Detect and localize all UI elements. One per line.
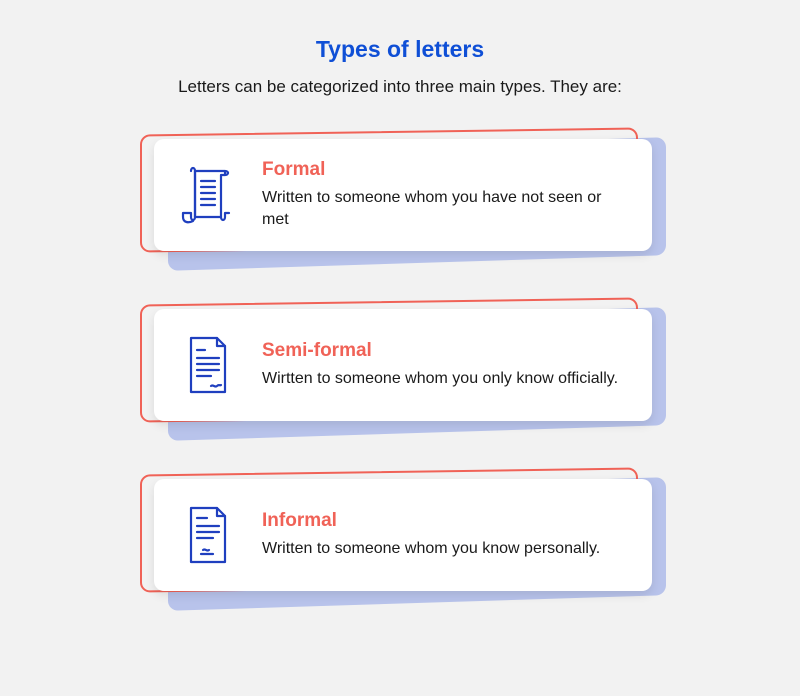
card-title: Semi-formal — [262, 340, 628, 362]
document-signed-icon — [178, 330, 238, 400]
card-body: Semi-formal Wirtten to someone whom you … — [154, 309, 652, 421]
card-formal: Formal Written to someone whom you have … — [140, 139, 660, 259]
card-title: Formal — [262, 159, 628, 181]
card-text: Semi-formal Wirtten to someone whom you … — [262, 340, 628, 390]
card-description: Wirtten to someone whom you only know of… — [262, 368, 628, 390]
page-subtitle: Letters can be categorized into three ma… — [178, 77, 622, 97]
card-body: Formal Written to someone whom you have … — [154, 139, 652, 251]
card-text: Informal Written to someone whom you kno… — [262, 510, 628, 560]
document-note-icon — [178, 500, 238, 570]
card-semi-formal: Semi-formal Wirtten to someone whom you … — [140, 309, 660, 429]
card-informal: Informal Written to someone whom you kno… — [140, 479, 660, 599]
cards-container: Formal Written to someone whom you have … — [140, 139, 660, 599]
card-title: Informal — [262, 510, 628, 532]
page-title: Types of letters — [316, 36, 484, 63]
card-text: Formal Written to someone whom you have … — [262, 159, 628, 230]
scroll-icon — [178, 160, 238, 230]
card-body: Informal Written to someone whom you kno… — [154, 479, 652, 591]
card-description: Written to someone whom you have not see… — [262, 187, 628, 230]
card-description: Written to someone whom you know persona… — [262, 538, 628, 560]
